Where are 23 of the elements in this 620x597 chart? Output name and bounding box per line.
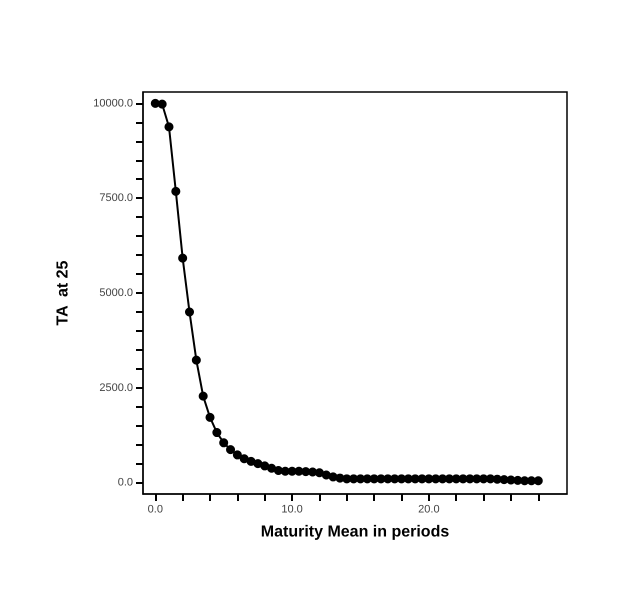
point — [164, 122, 174, 132]
x-tick-label: 10.0 — [281, 504, 303, 516]
x-tick-label: 20.0 — [418, 504, 440, 516]
point — [534, 476, 543, 486]
point — [219, 438, 228, 448]
y-axis-title: TA at 25 — [54, 260, 72, 326]
x-axis-title: Maturity Mean in periods — [260, 524, 450, 540]
y-tick-label: 10000.0 — [93, 97, 133, 110]
y-tick-label: 0.0 — [118, 476, 133, 489]
point — [171, 186, 180, 196]
point — [206, 412, 215, 422]
point — [212, 428, 222, 438]
y-tick-label: 5000.0 — [99, 287, 133, 299]
point — [178, 254, 188, 263]
point — [226, 445, 236, 454]
point — [232, 450, 242, 460]
point — [198, 392, 208, 401]
point — [192, 356, 201, 365]
point — [158, 100, 167, 109]
x-tick-label: 0.0 — [148, 504, 163, 516]
y-tick-label: 2500.0 — [99, 382, 133, 394]
y-tick-label: 7500.0 — [99, 192, 133, 204]
point — [185, 307, 194, 316]
